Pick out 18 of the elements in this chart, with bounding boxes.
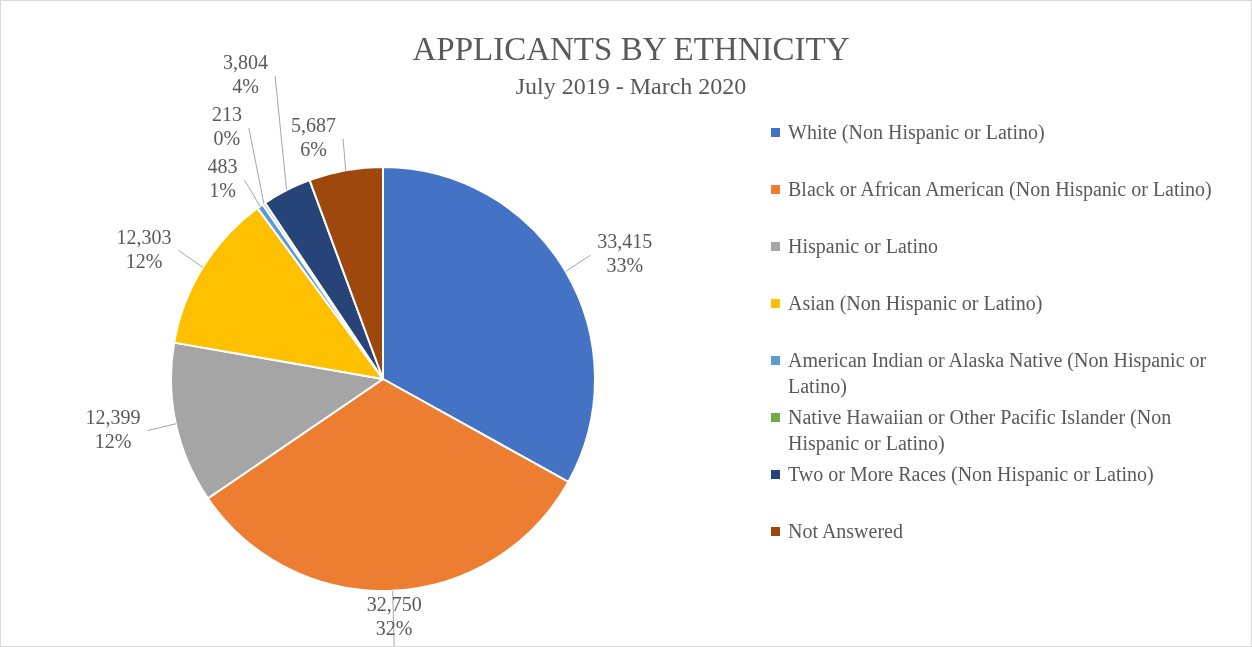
text: July 2019 - March 2020	[515, 73, 747, 99]
chart-title: APPLICANTS BY ETHNICITY	[412, 31, 850, 67]
legend-label: Black or African American (Non Hispanic or Latino)	[788, 177, 1212, 202]
legend-label: Not Answered	[788, 519, 903, 544]
data-label: 32,750 32%	[366, 593, 422, 640]
data-label: 5,687 6%	[291, 114, 337, 161]
legend-label: Hispanic or Latino	[788, 234, 938, 259]
data-label: 213 0%	[211, 103, 242, 150]
legend-label: White (Non Hispanic or Latino)	[788, 120, 1045, 145]
legend-label: Native Hawaiian or Other Pacific Islander (Non Hispanic or Latino)	[788, 405, 1173, 456]
data-label: 12,303 12%	[116, 225, 172, 272]
legend-label: Asian (Non Hispanic or Latino)	[788, 291, 1043, 316]
data-label: 33,415 33%	[597, 230, 653, 277]
legend-label: Two or More Races (Non Hispanic or Latino)	[788, 462, 1154, 487]
data-label: 3,804 4%	[223, 51, 269, 98]
data-label: 483 1%	[207, 155, 238, 202]
legend-label: American Indian or Alaska Native (Non Hispanic or Latino)	[788, 348, 1208, 399]
data-label: 12,399 12%	[85, 405, 141, 452]
